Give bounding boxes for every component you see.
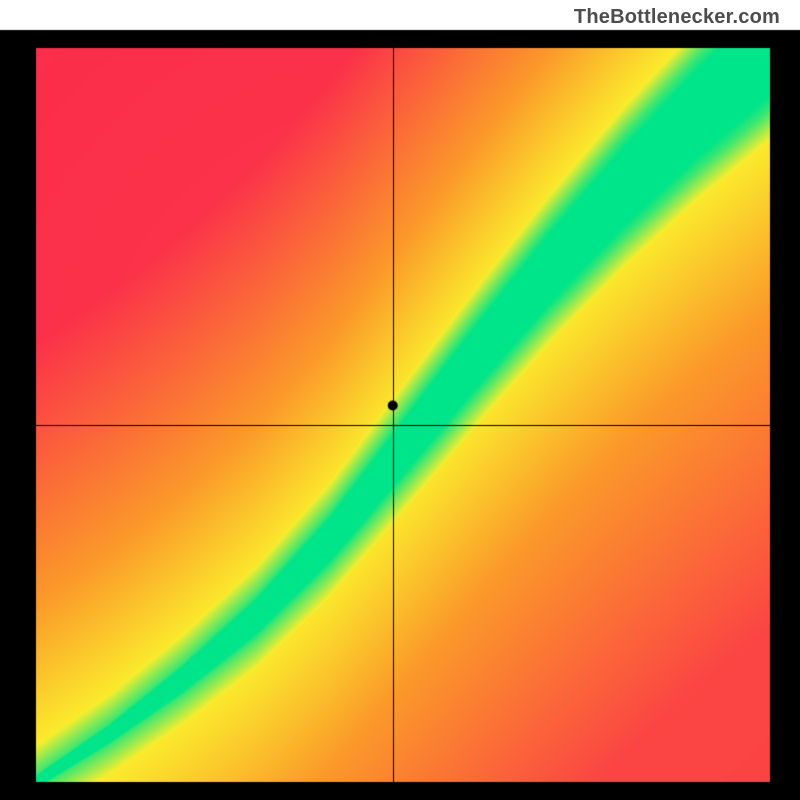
chart-container: TheBottlenecker.com	[0, 0, 800, 800]
bottleneck-heatmap-canvas	[0, 0, 800, 800]
attribution-text: TheBottlenecker.com	[574, 6, 780, 29]
